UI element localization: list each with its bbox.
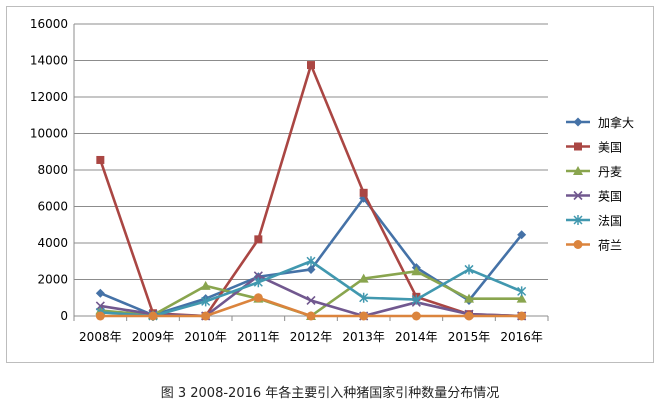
legend-item: 丹麦 <box>566 165 622 179</box>
x-tick-label: 2008年 <box>79 330 122 344</box>
x-tick-label: 2012年 <box>290 330 333 344</box>
data-point <box>359 188 368 197</box>
data-point <box>201 311 211 321</box>
y-tick-label: 12000 <box>30 90 68 104</box>
legend-label: 荷兰 <box>598 239 622 253</box>
data-point <box>411 294 421 305</box>
figure-caption: 图 3 2008-2016 年各主要引入种猪国家引种数量分布情况 <box>160 386 500 401</box>
data-point <box>516 293 527 303</box>
series-2 <box>96 61 526 320</box>
data-point <box>464 293 474 303</box>
legend-swatch-marker <box>573 166 583 175</box>
data-point <box>95 311 105 321</box>
x-tick-label: 2015年 <box>448 330 491 344</box>
y-tick-label: 6000 <box>37 200 68 214</box>
data-point <box>96 155 105 164</box>
y-tick-label: 14000 <box>30 54 68 68</box>
y-axis-tick-labels: 0 2000 4000 6000 8000 10000 12000 14000 16000 <box>30 17 68 323</box>
data-point <box>306 311 316 321</box>
data-point <box>200 280 211 290</box>
data-point <box>359 311 369 321</box>
series-6 <box>95 293 527 321</box>
data-point <box>411 266 422 276</box>
legend-label: 丹麦 <box>598 165 622 179</box>
line-chart: 0 2000 4000 6000 8000 10000 12000 14000 16000 200… <box>30 17 634 344</box>
data-point <box>358 273 369 283</box>
legend-item: 英国 <box>566 190 622 204</box>
data-point <box>517 230 527 240</box>
y-tick-label: 8000 <box>37 163 68 177</box>
x-tick-label: 2016年 <box>500 330 543 344</box>
series-line <box>99 63 522 318</box>
data-point <box>253 277 263 288</box>
x-tick-label: 2009年 <box>132 330 175 344</box>
data-point <box>201 296 211 307</box>
data-point <box>306 256 316 267</box>
y-tick-label: 10000 <box>30 127 68 141</box>
x-tick-label: 2010年 <box>184 330 227 344</box>
legend-item: 加拿大 <box>566 115 634 130</box>
legend-swatch-marker <box>573 240 583 249</box>
data-point <box>307 61 315 70</box>
x-tick-label: 2013年 <box>342 330 385 344</box>
data-point <box>306 264 316 274</box>
data-point <box>148 311 158 321</box>
legend-swatch-marker <box>574 142 582 151</box>
legend-swatch-marker <box>573 190 583 201</box>
data-point <box>95 288 105 298</box>
series-line <box>100 269 522 318</box>
legend-label: 法国 <box>598 214 622 228</box>
legend-swatch-marker <box>573 215 583 225</box>
y-tick-label: 16000 <box>30 17 68 31</box>
x-tick-label: 2014年 <box>395 330 438 344</box>
data-point <box>411 311 421 321</box>
legend-item: 荷兰 <box>566 239 622 253</box>
data-point <box>306 295 316 306</box>
legend-item: 美国 <box>566 141 622 155</box>
legend-item: 法国 <box>566 214 622 228</box>
y-tick-label: 2000 <box>37 273 68 287</box>
data-point <box>464 264 474 275</box>
legend-swatch-marker <box>573 117 583 127</box>
data-point <box>254 235 263 244</box>
data-point <box>517 286 527 297</box>
y-tick-label: 4000 <box>37 236 68 250</box>
data-point <box>359 292 369 303</box>
x-axis-tick-labels: 2008年 2009年 2010年 2011年 2012年 2013年 2014年 2015年… <box>79 330 543 344</box>
legend-label: 英国 <box>598 190 622 204</box>
legend-label: 加拿大 <box>598 115 634 130</box>
data-point <box>517 311 527 321</box>
legend-label: 美国 <box>598 141 622 155</box>
y-tick-label: 0 <box>60 309 68 323</box>
x-tick-label: 2011年 <box>237 330 280 344</box>
data-point <box>253 293 263 303</box>
data-point <box>464 311 474 321</box>
